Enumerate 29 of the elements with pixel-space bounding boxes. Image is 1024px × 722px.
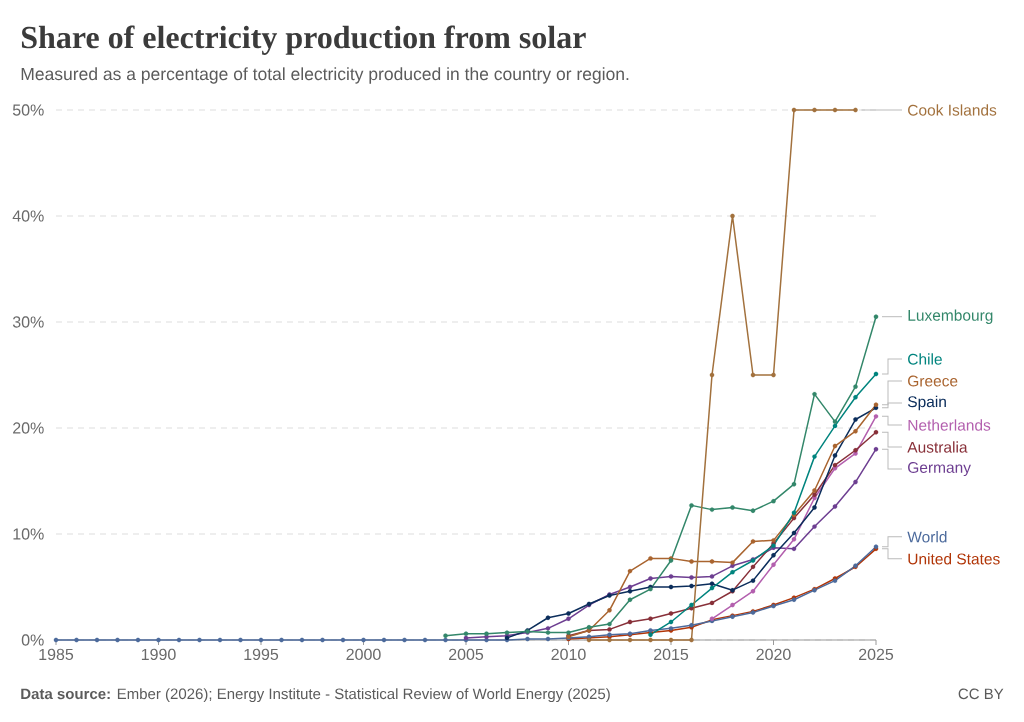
y-tick-label: 0%	[21, 634, 44, 646]
series-label: Spain	[907, 395, 946, 411]
series-label: United States	[908, 553, 1000, 565]
x-tick-label: 1995	[244, 648, 279, 661]
chart-title: Share of electricity production from solar	[21, 25, 586, 55]
y-tick-label: 20%	[13, 422, 44, 434]
y-tick-label: 40%	[12, 210, 44, 222]
x-tick-label: 2000	[346, 648, 381, 661]
series-label: Netherlands	[908, 419, 991, 431]
text: CC BY	[958, 688, 1004, 700]
x-tick-label: 2005	[449, 648, 484, 661]
series-label: Australia	[907, 441, 968, 453]
y-tick-label: 30%	[12, 316, 44, 328]
y-tick-label: 50%	[12, 104, 44, 116]
text: Germany	[908, 462, 971, 477]
text: Chile	[908, 353, 942, 365]
text: Cook Islands	[908, 104, 997, 116]
x-tick-label: 2010	[551, 648, 586, 661]
x-tick-label: 1985	[39, 648, 74, 661]
series-label: Luxembourg	[908, 309, 993, 324]
x-tick-label: 2020	[756, 648, 791, 661]
text: Data source: Ember (2026); Energy Institute - Statistical Review of World Energy (2025)	[21, 688, 610, 703]
y-tick-label: 10%	[13, 528, 44, 540]
x-tick-label: 1990	[141, 648, 176, 661]
x-tick-label: 2025	[859, 648, 894, 661]
text: Greece	[908, 375, 958, 387]
x-tick-label: 2015	[654, 648, 689, 661]
chart-subtitle: Measured as a percentage of total electricity produced in the country or region.	[21, 67, 629, 84]
series-label: World	[907, 531, 947, 543]
